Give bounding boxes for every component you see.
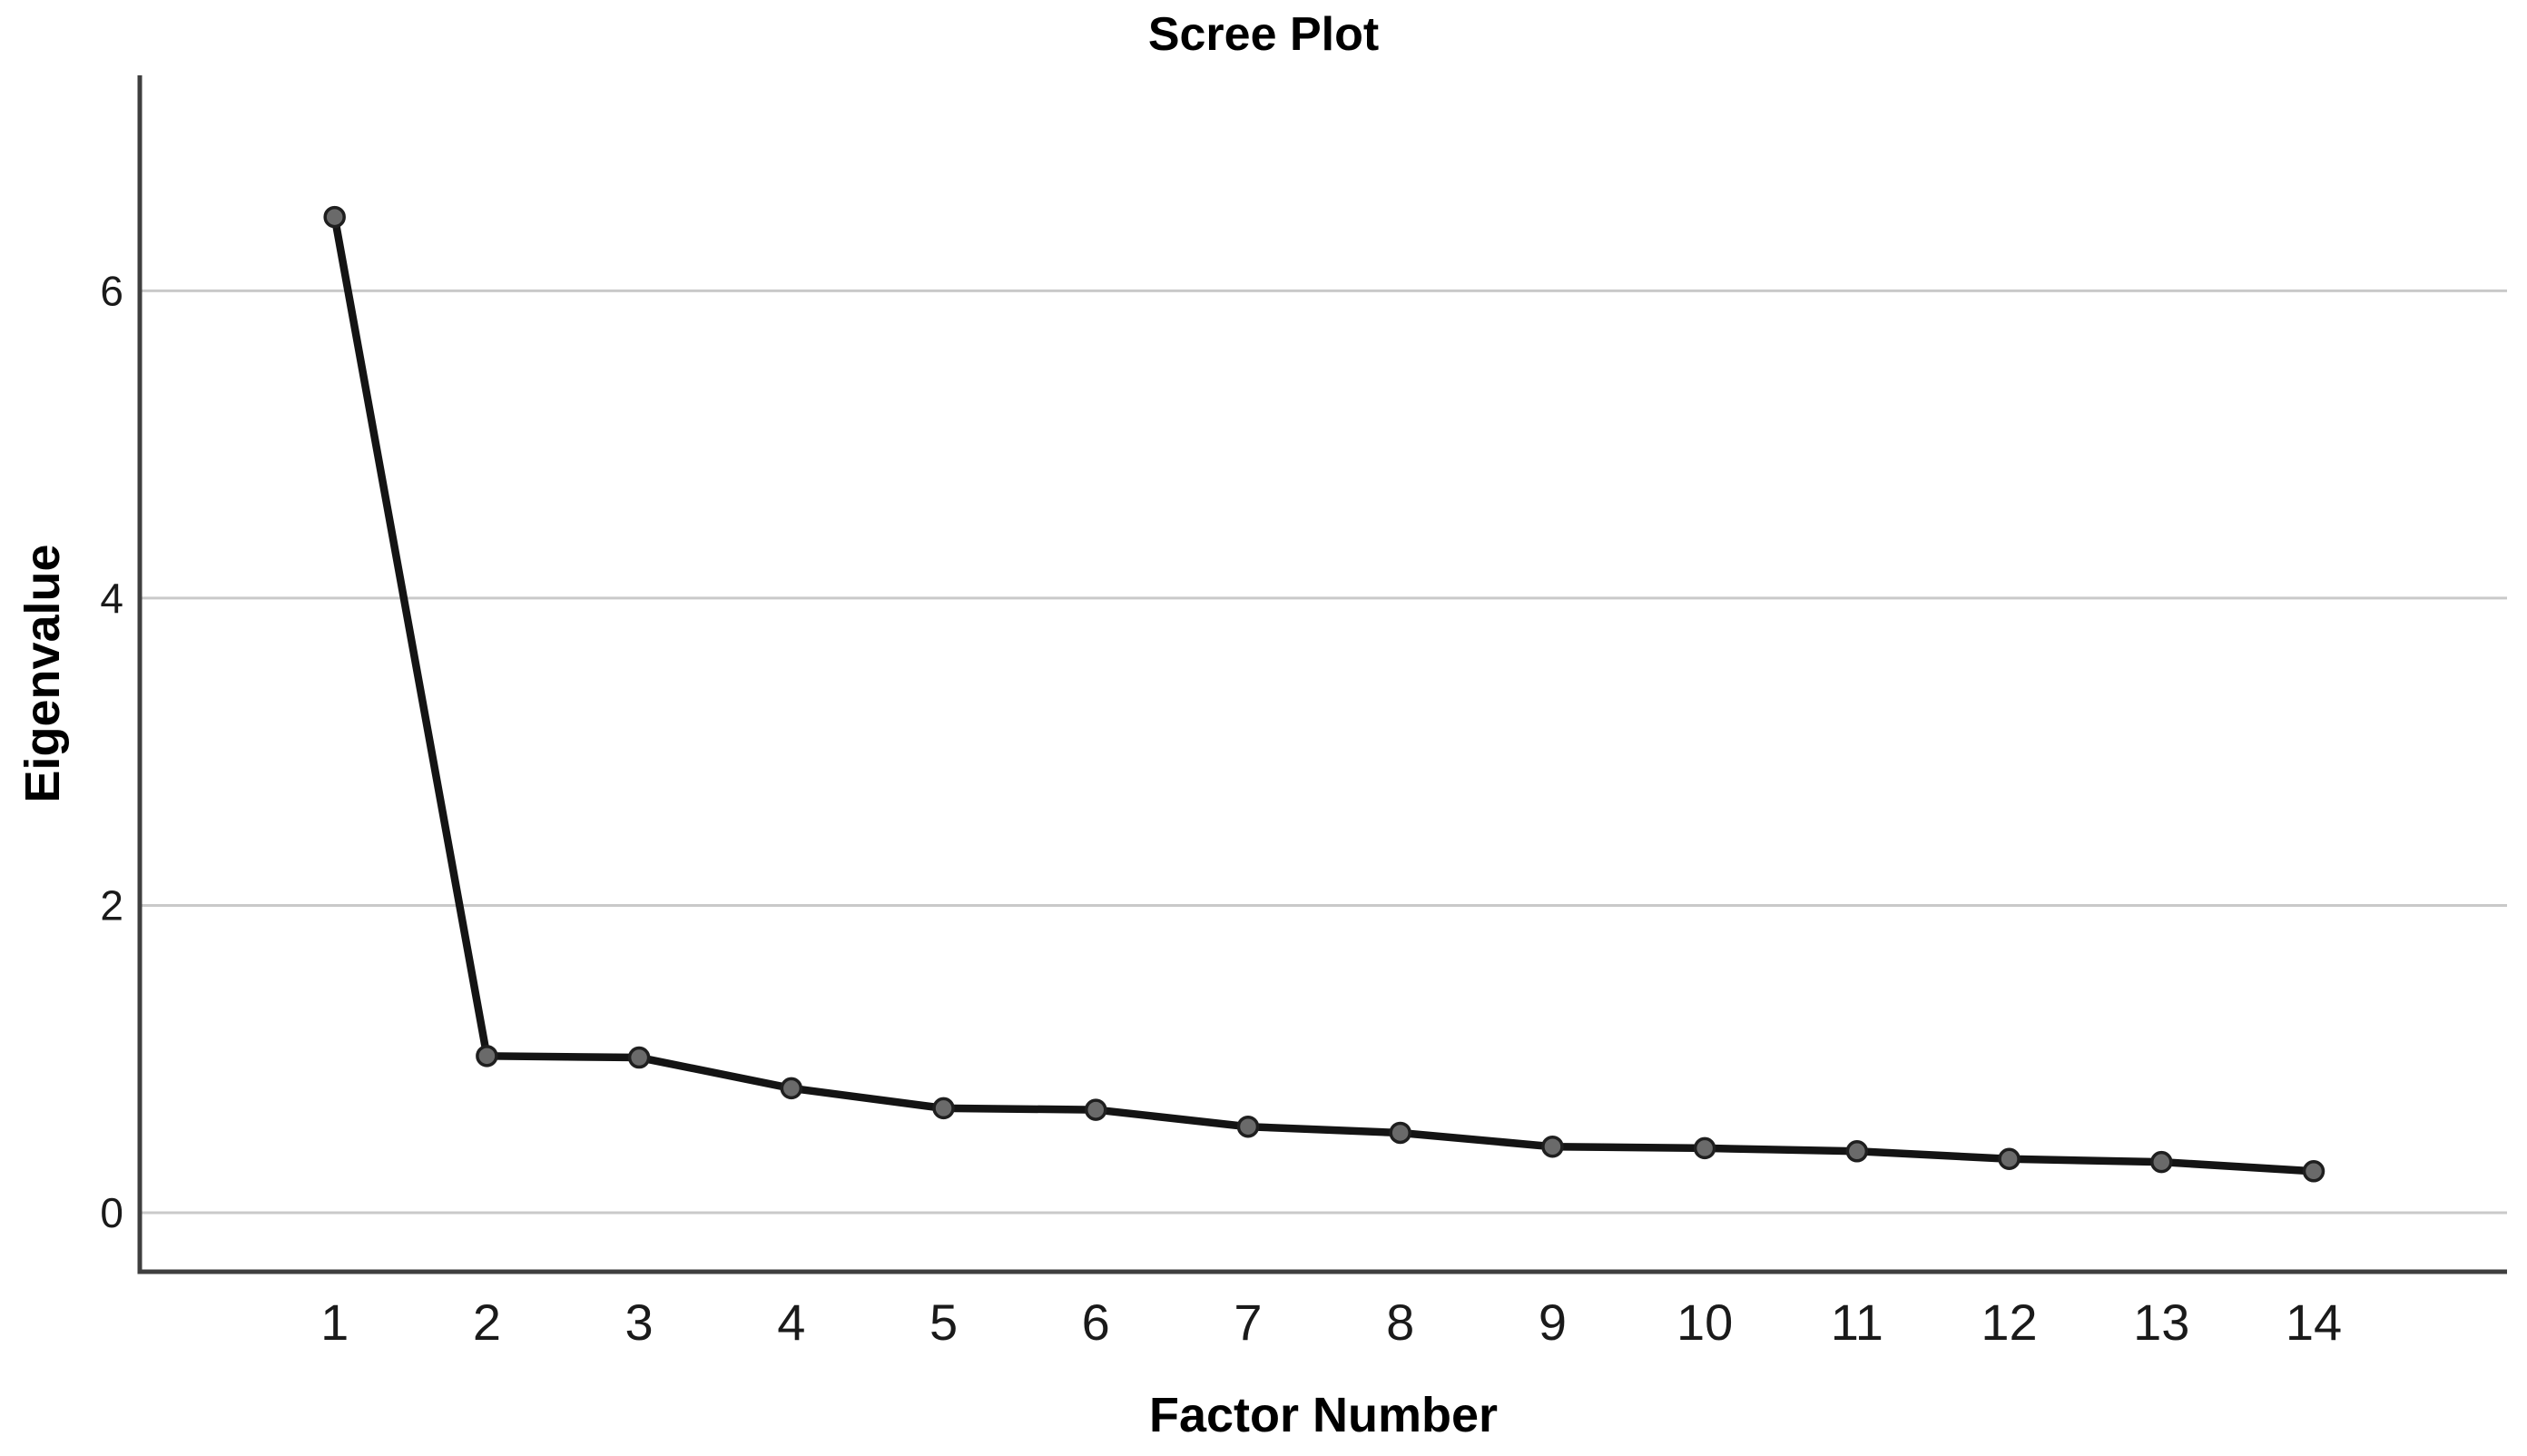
y-tick-label: 2: [100, 881, 123, 929]
series-line: [330, 216, 2315, 1176]
x-tick-label: 14: [2286, 1294, 2342, 1351]
x-tick-label: 13: [2133, 1294, 2189, 1351]
data-point-6: [1085, 1098, 1107, 1121]
x-tick-label: 6: [1082, 1294, 1110, 1351]
x-tick-label: 8: [1386, 1294, 1414, 1351]
data-point-12: [1998, 1147, 2021, 1170]
x-tick-label: 7: [1234, 1294, 1262, 1351]
x-tick-label: 4: [777, 1294, 805, 1351]
x-tick-label: 11: [1831, 1294, 1883, 1351]
data-point-10: [1693, 1136, 1716, 1160]
x-tick-label: 12: [1981, 1294, 2037, 1351]
data-point-5: [932, 1097, 955, 1120]
x-tick-label: 2: [473, 1294, 501, 1351]
x-tick-label: 5: [929, 1294, 958, 1351]
y-tick-label: 6: [100, 267, 123, 314]
data-point-7: [1236, 1115, 1260, 1138]
data-point-14: [2302, 1160, 2325, 1183]
x-tick-label: 3: [625, 1294, 654, 1351]
data-point-11: [1845, 1140, 1869, 1163]
data-point-8: [1389, 1121, 1411, 1145]
data-point-13: [2150, 1150, 2173, 1174]
x-tick-label: 9: [1539, 1294, 1567, 1351]
y-tick-label: 4: [100, 575, 123, 622]
y-tick-label: 0: [100, 1189, 123, 1236]
x-axis-title: Factor Number: [1148, 1388, 1499, 1442]
data-point-4: [780, 1077, 803, 1100]
data-point-2: [476, 1045, 498, 1067]
data-point-3: [627, 1046, 651, 1069]
x-tick-label: 10: [1676, 1294, 1733, 1351]
x-tick-label: 1: [320, 1294, 349, 1351]
chart-title: Scree Plot: [1147, 8, 1380, 61]
data-point-9: [1541, 1135, 1564, 1158]
data-point-1: [323, 205, 346, 229]
y-axis-title: Eigenvalue: [15, 544, 70, 803]
